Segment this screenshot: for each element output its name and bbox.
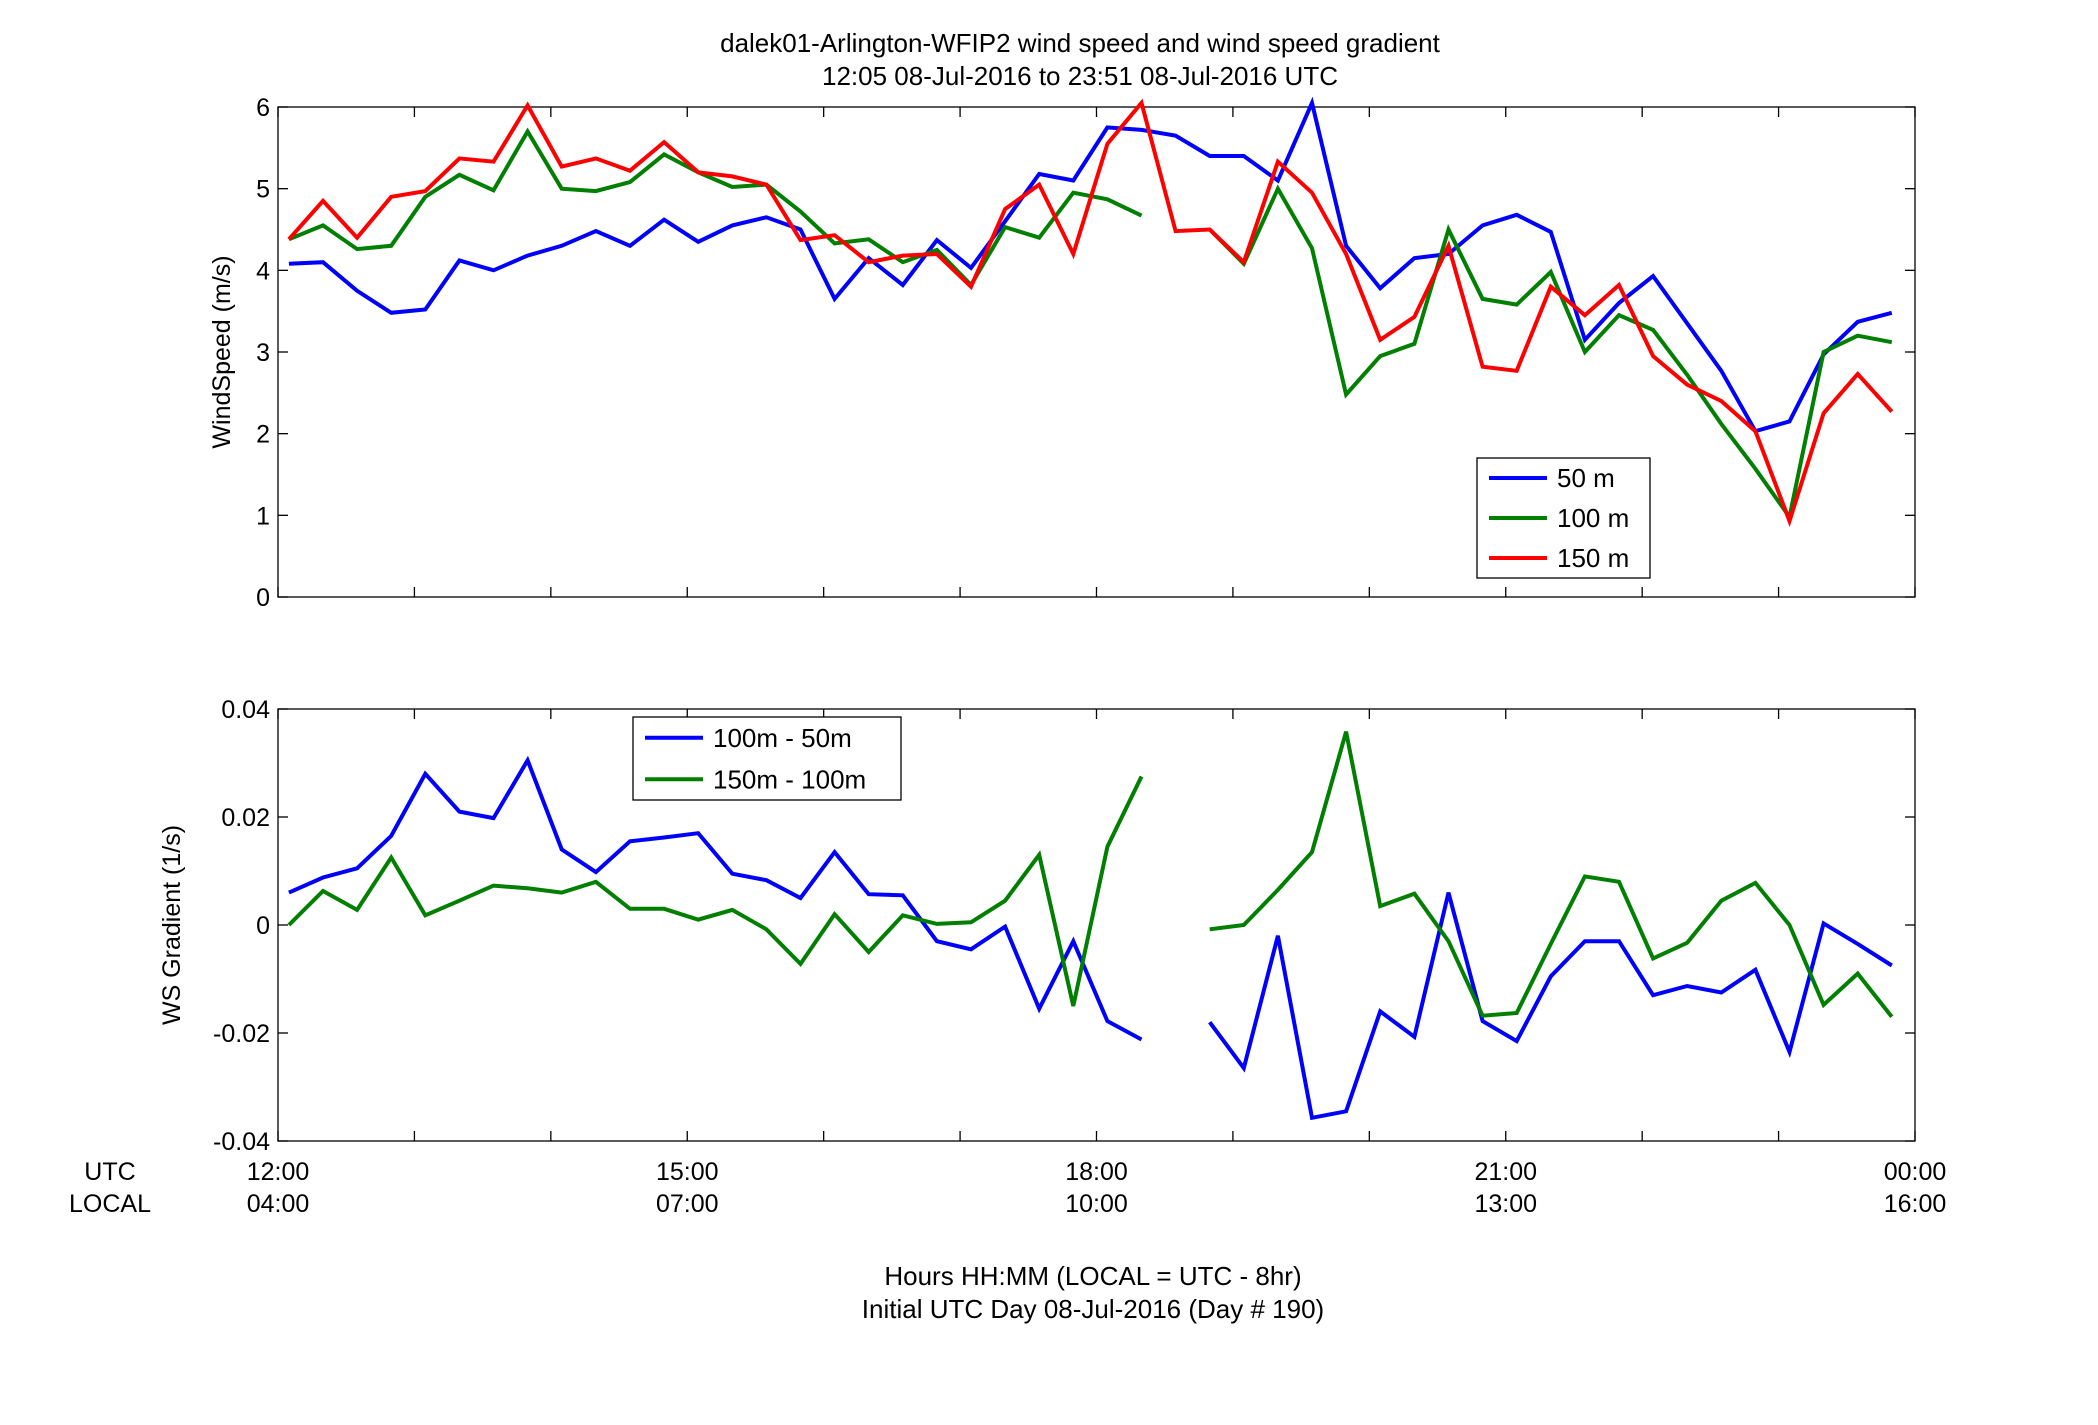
y-tick-label: -0.04 — [213, 1128, 270, 1156]
legend-label: 100m - 50m — [713, 723, 852, 753]
y-tick-label: 2 — [256, 421, 270, 449]
gradient-panel: -0.04 -0.02 0 0.02 0.04 12:00 04:00 15:00 07:00 1… — [158, 696, 1946, 1218]
y-tick-label: 6 — [256, 94, 270, 122]
windspeed-panel: 0 1 2 3 4 5 6 WindSpeed (m/s) 50 m 100 m 150 m — [208, 94, 1916, 612]
figure-title-line2: 12:05 08-Jul-2016 to 23:51 08-Jul-2016 U… — [822, 61, 1338, 91]
y-tick-label: 0 — [256, 912, 270, 940]
x-tick-label-local: 07:00 — [656, 1190, 719, 1218]
legend-box — [632, 716, 902, 801]
x-tick-label-local: 13:00 — [1474, 1190, 1537, 1218]
legend-label: 50 m — [1557, 463, 1615, 493]
x-tick-label-utc: 18:00 — [1065, 1158, 1128, 1186]
x-tick-label-utc: 15:00 — [656, 1158, 719, 1186]
series-line-1 — [288, 127, 1893, 522]
y-tick-label: 5 — [256, 176, 270, 204]
figure-title-line1: dalek01-Arlington-WFIP2 wind speed and w… — [720, 28, 1441, 58]
legend-label: 150 m — [1557, 543, 1629, 573]
x-tick-label-local: 10:00 — [1065, 1190, 1128, 1218]
series-line-1 — [287, 731, 1894, 1019]
x-tick-label-utc: 21:00 — [1474, 1158, 1537, 1186]
legend: 100m - 50m 150m - 100m — [632, 716, 902, 801]
series-line-2 — [287, 98, 1894, 528]
x-axis-title-line2: Initial UTC Day 08-Jul-2016 (Day # 190) — [862, 1294, 1324, 1324]
series-line-0 — [288, 755, 1893, 1121]
y-axis-label: WS Gradient (1/s) — [158, 825, 186, 1025]
row-label-local: LOCAL — [69, 1190, 151, 1218]
y-tick-label: 1 — [256, 502, 270, 530]
y-tick-label: 0.02 — [221, 804, 270, 832]
legend: 50 m 100 m 150 m — [1476, 457, 1651, 579]
row-label-utc: UTC — [84, 1158, 135, 1186]
x-tick-label-local: 16:00 — [1884, 1190, 1947, 1218]
x-axis-title-line1: Hours HH:MM (LOCAL = UTC - 8hr) — [884, 1261, 1301, 1291]
y-tick-label: 4 — [256, 257, 270, 285]
legend-label: 150m - 100m — [713, 764, 866, 794]
legend-label: 100 m — [1557, 503, 1629, 533]
y-tick-label: -0.02 — [213, 1020, 270, 1048]
x-tick-label-utc: 12:00 — [247, 1158, 310, 1186]
x-tick-label-local: 04:00 — [247, 1190, 310, 1218]
y-tick-label: 0.04 — [221, 696, 270, 724]
x-tick-label-utc: 00:00 — [1884, 1158, 1947, 1186]
y-tick-label: 3 — [256, 339, 270, 367]
y-axis-label: WindSpeed (m/s) — [208, 255, 236, 448]
y-tick-label: 0 — [256, 584, 270, 612]
